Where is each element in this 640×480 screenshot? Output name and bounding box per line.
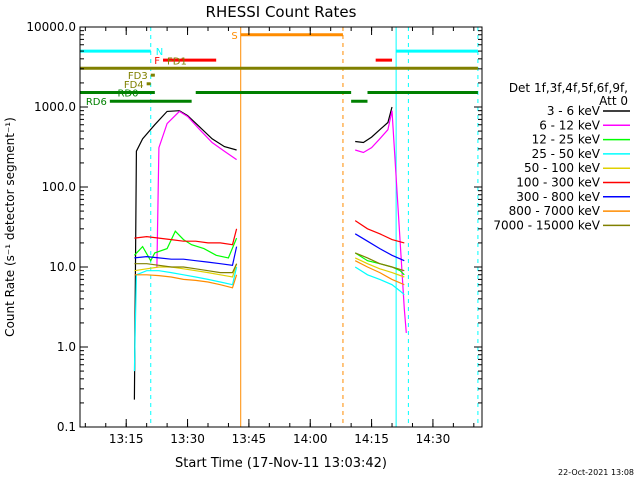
legend-header-line-1: Det 1f,3f,4f,5f,6f,9f, [509, 81, 628, 95]
series-1-line-0 [156, 110, 237, 268]
footer-timestamp: 22-Oct-2021 13:08 [558, 468, 634, 477]
legend-entry-6: 300 - 800 keV [516, 190, 600, 204]
series-5-line-1 [354, 220, 405, 244]
flag-label-n: N [156, 47, 163, 58]
series-2-line-0 [133, 230, 238, 262]
series-8-line-1 [354, 252, 405, 272]
legend-entry-5: 100 - 300 keV [516, 176, 600, 190]
series-3-line-1 [354, 266, 405, 296]
series-6-line-1 [354, 233, 405, 262]
legend-entry-0: 3 - 6 keV [547, 104, 601, 118]
y-tick-label-3: 100.0 [42, 180, 76, 194]
legend-entry-3: 25 - 50 keV [532, 147, 601, 161]
flag-label-fd4: FD4 [124, 80, 144, 91]
series-3 [133, 266, 405, 372]
plot-frame [79, 26, 483, 428]
x-tick-label-3: 14:00 [293, 432, 328, 446]
legend-entry-2: 12 - 25 keV [532, 133, 601, 147]
y-tick-label-5: 10000.0 [26, 20, 76, 34]
series-5-line-0 [134, 228, 238, 246]
flag-label-rd0: RD0 [117, 88, 138, 99]
legend: Det 1f,3f,4f,5f,6f,9f, Att 0 3 - 6 keV6 … [493, 81, 630, 232]
x-tick-label-2: 13:45 [232, 432, 267, 446]
x-tick-label-1: 13:30 [170, 432, 205, 446]
y-tick-label-2: 10.0 [49, 260, 76, 274]
legend-header-line-2: Att 0 [599, 94, 628, 108]
flag-label-fd3: FD3 [128, 71, 148, 82]
y-axis-label: Count Rate (s⁻¹ detector segment⁻¹) [3, 117, 17, 337]
flag-label-f: F [154, 56, 160, 67]
flag-label-fd1: FD1 [167, 56, 187, 67]
legend-entry-8: 7000 - 15000 keV [493, 218, 600, 232]
x-axis-label: Start Time (17-Nov-11 13:03:42) [175, 456, 387, 471]
x-tick-label-0: 13:15 [109, 432, 144, 446]
legend-entry-4: 50 - 100 keV [524, 161, 601, 175]
series-0-line-1 [355, 106, 393, 144]
series-4-line-1 [354, 257, 405, 278]
series-4-line-0 [134, 263, 238, 278]
series-4 [134, 257, 405, 278]
series-8-line-0 [134, 263, 238, 274]
series-8 [134, 252, 405, 274]
y-tick-label-0: 0.1 [57, 420, 76, 434]
series-5 [134, 220, 405, 246]
legend-entry-1: 6 - 12 keV [539, 118, 601, 132]
axis-layer: 13:15 13:30 13:45 14:00 14:15 14:30 0.1 1.0 10.0… [26, 20, 482, 446]
series-7-line-0 [134, 274, 238, 289]
chart-title: RHESSI Count Rates [206, 3, 357, 21]
series-6-line-0 [134, 246, 238, 266]
series-7-line-1 [354, 260, 405, 286]
y-tick-label-1: 1.0 [57, 340, 76, 354]
series-7 [134, 260, 405, 289]
series-6 [134, 233, 405, 266]
legend-entry-7: 800 - 7000 keV [509, 204, 601, 218]
series-3-line-0 [133, 266, 238, 372]
x-tick-label-5: 14:30 [416, 432, 451, 446]
y-tick-label-4: 1000.0 [34, 100, 76, 114]
flag-label-s: S [231, 31, 237, 42]
x-tick-label-4: 14:15 [354, 432, 389, 446]
flag-label-rd6: RD6 [86, 97, 107, 108]
